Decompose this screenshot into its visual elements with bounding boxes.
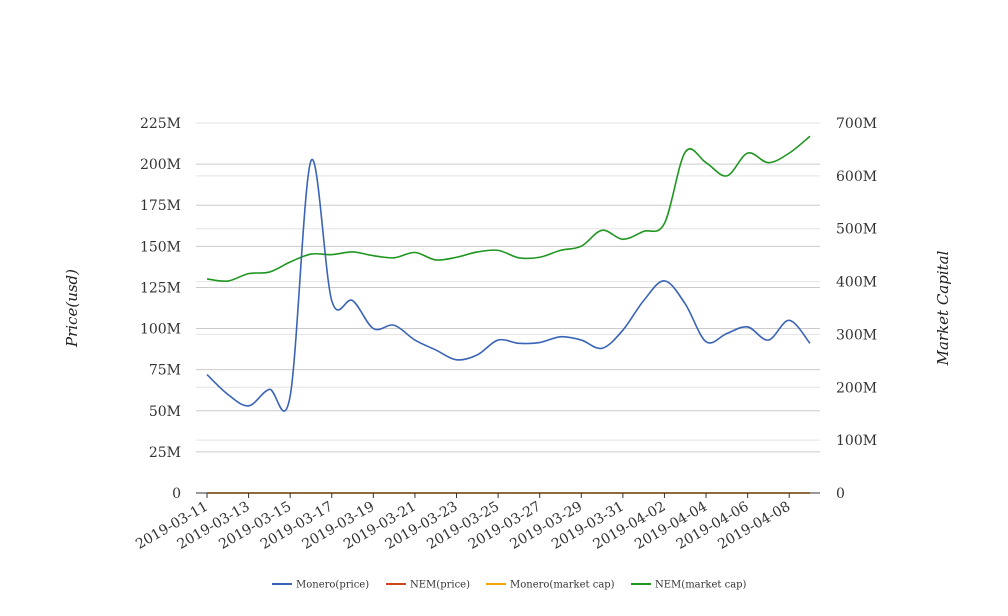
left-tick-label: 25M [149,445,181,461]
right-tick-label: 300M [836,327,877,343]
series-line-monero-price [206,158,811,412]
right-tick-label: 500M [836,222,877,238]
left-tick-label: 0 [172,486,181,502]
right-tick-label: 200M [836,380,877,396]
left-tick-label: 50M [149,404,181,420]
right-axis-ticks: 0 100M 200M 300M 400M 500M 600M 700M [836,116,877,502]
left-axis-ticks: 0 25M 50M 75M 100M 125M 150M 175M 200M 225M [140,116,181,502]
x-axis-ticks: 2019-03-112019-03-132019-03-152019-03-17… [133,493,793,553]
left-axis-title: Price(usd) [63,269,81,348]
legend-label-nem-market-cap: NEM(market cap) [655,580,747,591]
series-line-nem-market-cap [206,135,811,283]
right-axis-title: Market Capital [934,250,952,366]
left-tick-label: 125M [140,280,181,296]
legend-label-nem-price: NEM(price) [410,580,470,591]
legend-label-monero-market-cap: Monero(market cap) [510,580,615,591]
legend-label-monero-price: Monero(price) [296,580,369,591]
right-tick-label: 0 [836,486,845,502]
series-lines [206,135,811,494]
right-tick-label: 400M [836,275,877,291]
right-tick-label: 700M [836,116,877,132]
left-tick-label: 175M [140,198,181,214]
right-tick-label: 100M [836,433,877,449]
right-tick-label: 600M [836,169,877,185]
left-tick-label: 200M [140,157,181,173]
grid [196,122,820,453]
left-tick-label: 100M [140,322,181,338]
left-tick-label: 75M [149,363,181,379]
left-tick-label: 150M [140,239,181,255]
left-tick-label: 225M [140,116,181,132]
legend: Monero(price) NEM(price) Monero(market cap… [272,580,747,591]
